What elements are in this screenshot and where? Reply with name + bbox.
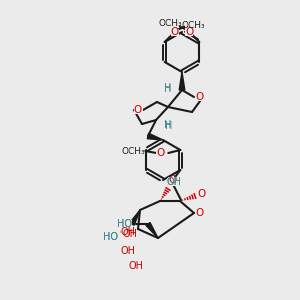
Text: HO: HO <box>103 232 118 242</box>
Text: O: O <box>156 148 164 158</box>
FancyBboxPatch shape <box>121 247 135 255</box>
Text: HO: HO <box>116 219 131 229</box>
FancyBboxPatch shape <box>116 220 132 228</box>
Text: OH: OH <box>122 229 137 239</box>
FancyBboxPatch shape <box>121 228 135 236</box>
Text: OH: OH <box>128 261 143 271</box>
Text: O: O <box>195 92 203 102</box>
Text: OCH₃: OCH₃ <box>122 146 145 155</box>
Polygon shape <box>130 210 140 225</box>
FancyBboxPatch shape <box>171 28 179 35</box>
Text: OH: OH <box>167 177 182 187</box>
Text: H: H <box>164 84 172 94</box>
Text: O: O <box>185 27 194 37</box>
Text: OH: OH <box>167 177 182 187</box>
Text: HO: HO <box>103 232 118 242</box>
Text: OH: OH <box>121 246 136 256</box>
Polygon shape <box>147 133 163 140</box>
Text: OH: OH <box>121 227 136 237</box>
Text: OCH₃: OCH₃ <box>158 20 182 28</box>
Text: O: O <box>171 27 179 37</box>
Text: O: O <box>196 208 204 218</box>
Text: H: H <box>164 83 172 93</box>
Text: O: O <box>198 189 206 199</box>
FancyBboxPatch shape <box>185 22 203 28</box>
FancyBboxPatch shape <box>122 230 138 238</box>
FancyBboxPatch shape <box>194 94 203 100</box>
FancyBboxPatch shape <box>103 233 117 241</box>
Polygon shape <box>146 223 158 238</box>
Text: HO: HO <box>116 219 131 229</box>
FancyBboxPatch shape <box>168 176 177 184</box>
FancyBboxPatch shape <box>196 209 205 217</box>
FancyBboxPatch shape <box>134 106 142 113</box>
FancyBboxPatch shape <box>167 178 181 186</box>
Text: O: O <box>134 105 142 115</box>
FancyBboxPatch shape <box>129 262 143 270</box>
Polygon shape <box>179 72 185 90</box>
Text: O: O <box>168 175 176 185</box>
FancyBboxPatch shape <box>156 149 165 157</box>
Text: OCH₃: OCH₃ <box>182 20 206 29</box>
Text: H: H <box>165 121 173 131</box>
FancyBboxPatch shape <box>197 190 206 197</box>
FancyBboxPatch shape <box>161 20 179 28</box>
Text: H: H <box>164 120 172 130</box>
FancyBboxPatch shape <box>185 28 193 35</box>
FancyBboxPatch shape <box>123 148 143 154</box>
